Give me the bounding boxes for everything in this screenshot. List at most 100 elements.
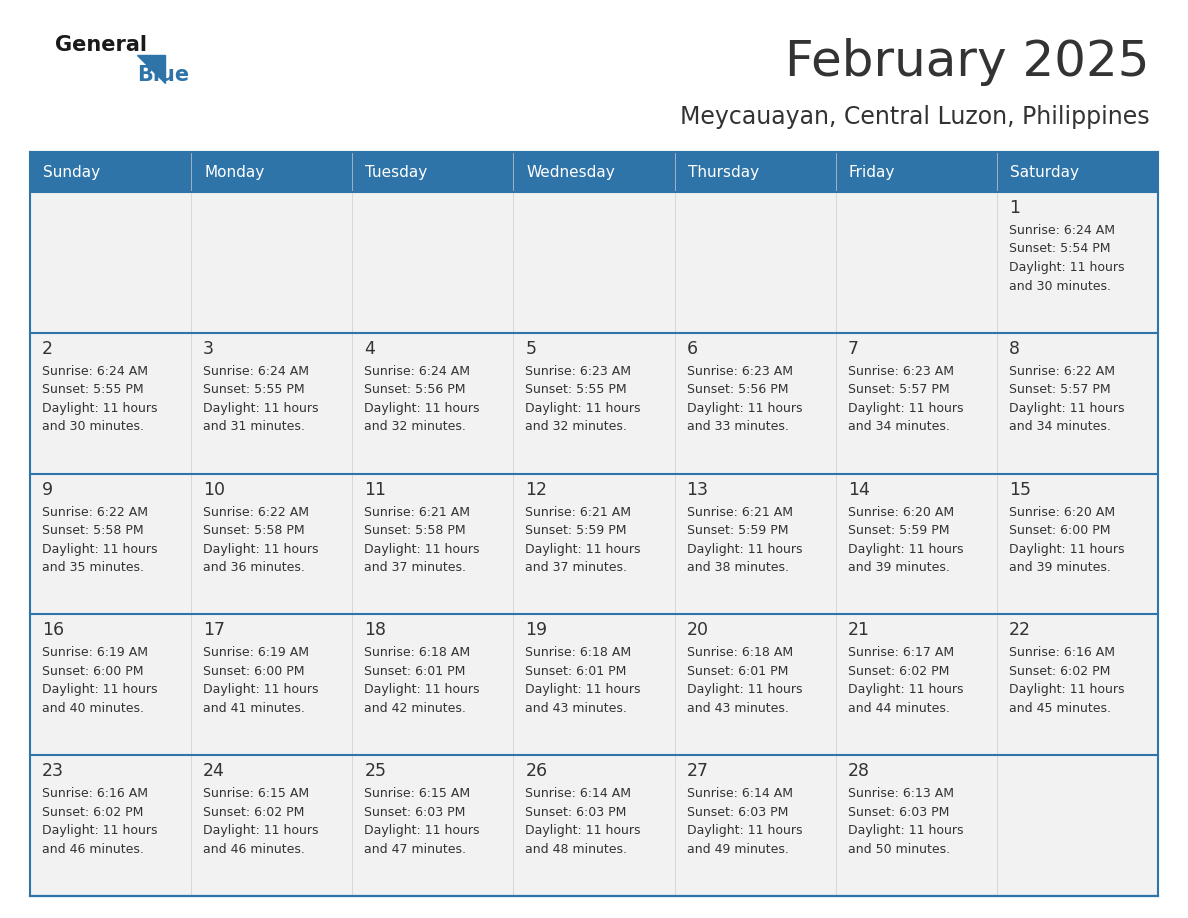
Text: and 50 minutes.: and 50 minutes.: [848, 843, 950, 856]
Text: Daylight: 11 hours: Daylight: 11 hours: [42, 543, 158, 555]
Text: and 47 minutes.: and 47 minutes.: [365, 843, 466, 856]
Text: 5: 5: [525, 340, 537, 358]
Text: Daylight: 11 hours: Daylight: 11 hours: [203, 543, 318, 555]
Text: Daylight: 11 hours: Daylight: 11 hours: [525, 402, 642, 415]
Text: 7: 7: [848, 340, 859, 358]
Text: and 34 minutes.: and 34 minutes.: [1009, 420, 1111, 433]
Text: 3: 3: [203, 340, 214, 358]
Text: Sunrise: 6:21 AM: Sunrise: 6:21 AM: [687, 506, 792, 519]
Bar: [30, 192, 1158, 333]
Text: and 37 minutes.: and 37 minutes.: [365, 561, 466, 574]
Text: and 32 minutes.: and 32 minutes.: [525, 420, 627, 433]
Text: 24: 24: [203, 762, 225, 780]
Text: Sunrise: 6:21 AM: Sunrise: 6:21 AM: [365, 506, 470, 519]
Text: Sunset: 6:03 PM: Sunset: 6:03 PM: [687, 806, 788, 819]
Text: 18: 18: [365, 621, 386, 640]
Text: Sunset: 5:59 PM: Sunset: 5:59 PM: [848, 524, 949, 537]
Text: Sunset: 6:03 PM: Sunset: 6:03 PM: [848, 806, 949, 819]
Text: 16: 16: [42, 621, 64, 640]
Text: Daylight: 11 hours: Daylight: 11 hours: [848, 402, 963, 415]
Text: and 40 minutes.: and 40 minutes.: [42, 702, 144, 715]
Text: 17: 17: [203, 621, 226, 640]
Text: Daylight: 11 hours: Daylight: 11 hours: [203, 824, 318, 837]
Text: and 42 minutes.: and 42 minutes.: [365, 702, 466, 715]
Text: Sunset: 6:02 PM: Sunset: 6:02 PM: [848, 665, 949, 677]
Text: 13: 13: [687, 481, 708, 498]
Text: 22: 22: [1009, 621, 1031, 640]
Text: Sunrise: 6:22 AM: Sunrise: 6:22 AM: [203, 506, 309, 519]
Text: 2: 2: [42, 340, 53, 358]
Text: and 43 minutes.: and 43 minutes.: [687, 702, 789, 715]
Bar: [30, 333, 1158, 474]
Text: Saturday: Saturday: [1010, 164, 1079, 180]
Text: Daylight: 11 hours: Daylight: 11 hours: [848, 824, 963, 837]
Text: Sunset: 5:54 PM: Sunset: 5:54 PM: [1009, 242, 1111, 255]
Text: Sunrise: 6:14 AM: Sunrise: 6:14 AM: [687, 788, 792, 800]
Text: Sunset: 5:58 PM: Sunset: 5:58 PM: [365, 524, 466, 537]
Text: Sunset: 5:55 PM: Sunset: 5:55 PM: [203, 384, 305, 397]
Text: Sunset: 6:00 PM: Sunset: 6:00 PM: [203, 665, 304, 677]
Text: and 35 minutes.: and 35 minutes.: [42, 561, 144, 574]
Text: Sunset: 6:00 PM: Sunset: 6:00 PM: [42, 665, 144, 677]
Text: Sunset: 6:02 PM: Sunset: 6:02 PM: [42, 806, 144, 819]
Text: Friday: Friday: [848, 164, 895, 180]
Text: General: General: [55, 35, 147, 55]
Text: 4: 4: [365, 340, 375, 358]
Text: Sunrise: 6:23 AM: Sunrise: 6:23 AM: [687, 364, 792, 378]
Bar: [30, 152, 1158, 192]
Text: Sunset: 6:03 PM: Sunset: 6:03 PM: [365, 806, 466, 819]
Text: and 46 minutes.: and 46 minutes.: [203, 843, 305, 856]
Text: and 41 minutes.: and 41 minutes.: [203, 702, 305, 715]
Text: 10: 10: [203, 481, 226, 498]
Text: Sunrise: 6:19 AM: Sunrise: 6:19 AM: [203, 646, 309, 659]
Text: and 48 minutes.: and 48 minutes.: [525, 843, 627, 856]
Text: 21: 21: [848, 621, 870, 640]
Text: Sunrise: 6:18 AM: Sunrise: 6:18 AM: [365, 646, 470, 659]
Text: Sunrise: 6:24 AM: Sunrise: 6:24 AM: [1009, 224, 1114, 237]
Text: and 45 minutes.: and 45 minutes.: [1009, 702, 1111, 715]
Text: Daylight: 11 hours: Daylight: 11 hours: [42, 402, 158, 415]
Text: Daylight: 11 hours: Daylight: 11 hours: [848, 683, 963, 697]
Text: and 39 minutes.: and 39 minutes.: [1009, 561, 1111, 574]
Text: 27: 27: [687, 762, 708, 780]
Text: Sunrise: 6:20 AM: Sunrise: 6:20 AM: [848, 506, 954, 519]
Text: Sunrise: 6:24 AM: Sunrise: 6:24 AM: [203, 364, 309, 378]
Text: 11: 11: [365, 481, 386, 498]
Text: 15: 15: [1009, 481, 1031, 498]
Text: Sunrise: 6:22 AM: Sunrise: 6:22 AM: [42, 506, 148, 519]
Text: 28: 28: [848, 762, 870, 780]
Text: and 31 minutes.: and 31 minutes.: [203, 420, 305, 433]
Text: Daylight: 11 hours: Daylight: 11 hours: [365, 543, 480, 555]
Text: and 37 minutes.: and 37 minutes.: [525, 561, 627, 574]
Text: 12: 12: [525, 481, 548, 498]
Text: and 49 minutes.: and 49 minutes.: [687, 843, 789, 856]
Text: and 39 minutes.: and 39 minutes.: [848, 561, 949, 574]
Text: Sunset: 6:01 PM: Sunset: 6:01 PM: [687, 665, 788, 677]
Text: Tuesday: Tuesday: [365, 164, 428, 180]
Text: Sunset: 5:58 PM: Sunset: 5:58 PM: [203, 524, 305, 537]
Text: Daylight: 11 hours: Daylight: 11 hours: [365, 683, 480, 697]
Text: Thursday: Thursday: [688, 164, 759, 180]
Text: Sunset: 5:59 PM: Sunset: 5:59 PM: [525, 524, 627, 537]
Bar: [30, 152, 1158, 896]
Polygon shape: [137, 55, 165, 83]
Text: Sunrise: 6:18 AM: Sunrise: 6:18 AM: [525, 646, 632, 659]
Text: 26: 26: [525, 762, 548, 780]
Text: Sunset: 5:59 PM: Sunset: 5:59 PM: [687, 524, 788, 537]
Text: and 34 minutes.: and 34 minutes.: [848, 420, 949, 433]
Text: and 32 minutes.: and 32 minutes.: [365, 420, 466, 433]
Text: Daylight: 11 hours: Daylight: 11 hours: [525, 683, 642, 697]
Text: Sunrise: 6:16 AM: Sunrise: 6:16 AM: [42, 788, 148, 800]
Text: Daylight: 11 hours: Daylight: 11 hours: [42, 683, 158, 697]
Text: Sunrise: 6:20 AM: Sunrise: 6:20 AM: [1009, 506, 1116, 519]
Text: Blue: Blue: [137, 65, 189, 85]
Text: and 44 minutes.: and 44 minutes.: [848, 702, 949, 715]
Text: Sunrise: 6:23 AM: Sunrise: 6:23 AM: [525, 364, 632, 378]
Text: Sunday: Sunday: [43, 164, 100, 180]
Text: Daylight: 11 hours: Daylight: 11 hours: [1009, 543, 1124, 555]
Text: Meycauayan, Central Luzon, Philippines: Meycauayan, Central Luzon, Philippines: [681, 105, 1150, 129]
Text: Sunrise: 6:18 AM: Sunrise: 6:18 AM: [687, 646, 792, 659]
Text: Sunset: 6:03 PM: Sunset: 6:03 PM: [525, 806, 627, 819]
Text: February 2025: February 2025: [785, 38, 1150, 86]
Text: 8: 8: [1009, 340, 1019, 358]
